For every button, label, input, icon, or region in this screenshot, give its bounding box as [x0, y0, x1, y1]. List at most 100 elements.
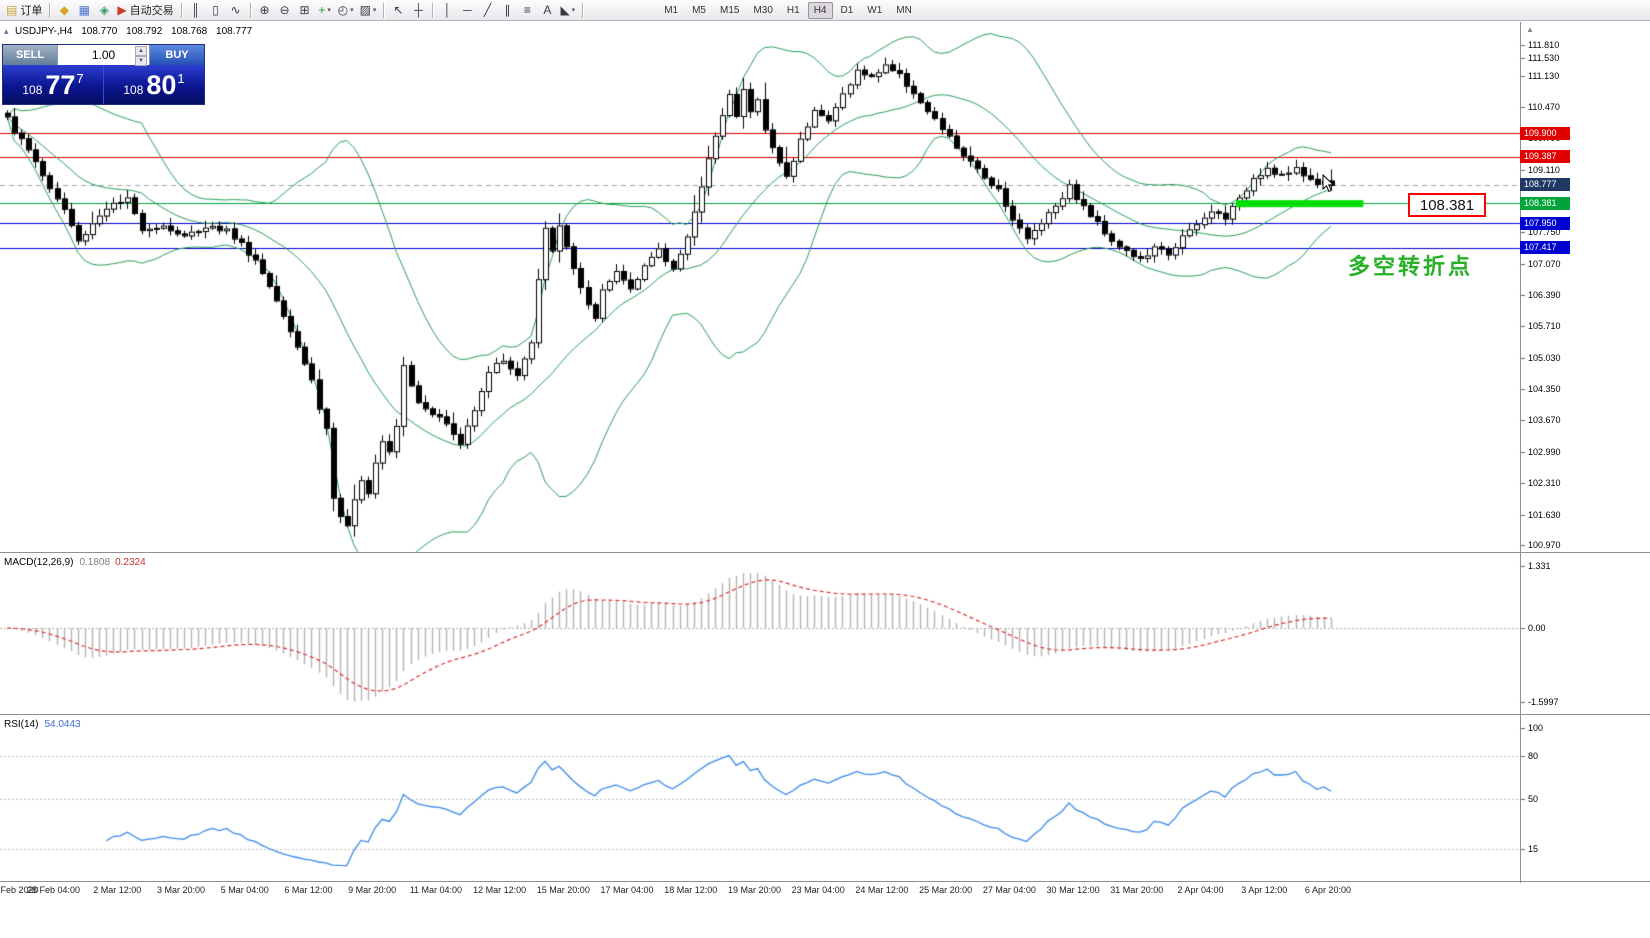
vertical-line-button[interactable]: │	[437, 1, 457, 19]
rsi-axis-tick: 80	[1528, 751, 1539, 762]
indicators-button[interactable]: + ▾	[315, 1, 335, 19]
caret-down-icon: ▾	[372, 7, 377, 14]
chart-bars-button[interactable]: ║	[186, 1, 206, 19]
rsi-value: 54.0443	[44, 719, 81, 730]
templates-button[interactable]: ▨ ▾	[357, 1, 380, 19]
timeframe-h4-button[interactable]: H4	[807, 1, 833, 19]
turning-point-annotation: 多空转折点	[1348, 254, 1474, 279]
time-axis-label: 15 Mar 20:00	[536, 885, 590, 895]
macd-axis-tick: -1.5997	[1528, 697, 1559, 708]
caret-down-icon: ▾	[571, 7, 576, 14]
volume-down-button[interactable]: ▼	[135, 56, 147, 66]
channel-button[interactable]: ∥	[497, 1, 517, 19]
navigator-icon: ◈	[99, 3, 109, 17]
channel-icon: ∥	[504, 3, 511, 17]
time-axis-label: 5 Mar 04:00	[220, 885, 269, 895]
sell-button[interactable]: SELL	[3, 45, 57, 65]
toolbar-separator	[383, 2, 385, 18]
price-tick: 100.970	[1528, 539, 1561, 550]
timeframe-m1-button[interactable]: M1	[664, 4, 679, 16]
timeframe-m15-button[interactable]: M15	[720, 4, 740, 16]
macd-panel-splitter[interactable]	[0, 552, 1650, 554]
time-axis-label: 24 Mar 12:00	[855, 885, 909, 895]
buy-price-figure: 108	[123, 82, 144, 97]
sell-price[interactable]: 108 77 7	[3, 65, 104, 104]
autotrade-icon: ▶	[117, 3, 127, 17]
time-axis-label: 30 Mar 12:00	[1046, 885, 1100, 895]
price-tick: 111.810	[1528, 40, 1560, 50]
zoom-out-button[interactable]: ⊖	[275, 1, 295, 19]
rsi-panel-splitter[interactable]	[0, 714, 1650, 716]
zoom-in-button[interactable]: ⊕	[255, 1, 275, 19]
timeframe-m30-button[interactable]: M30	[753, 4, 773, 16]
market-watch-button[interactable]: ◆	[54, 1, 74, 19]
fibonacci-button[interactable]: ≡	[517, 1, 537, 19]
new-order-button-label: 订单	[20, 5, 43, 17]
crosshair-icon: ┼	[414, 3, 423, 17]
timeframe-w1-button[interactable]: W1	[867, 4, 883, 16]
chart-line-button[interactable]: ∿	[226, 1, 246, 19]
volume-input[interactable]	[68, 48, 139, 62]
rsi-axis-tick: 100	[1528, 723, 1544, 733]
price-tick: 111.130	[1528, 71, 1560, 82]
buy-price[interactable]: 108 80 1	[104, 65, 204, 104]
symbol-timeframe-label: USDJPY-,H4	[15, 26, 73, 37]
cursor-button[interactable]: ↖	[388, 1, 408, 19]
time-axis-label: 3 Mar 20:00	[156, 885, 206, 895]
timeframe-m5-button[interactable]: M5	[692, 4, 706, 16]
horizontal-line-button[interactable]: ─	[457, 1, 477, 19]
periods-button[interactable]: ◴ ▾	[335, 1, 357, 19]
trade-panel-collapse-button[interactable]: ▴	[4, 26, 9, 36]
buy-button[interactable]: BUY	[150, 45, 204, 65]
zoom-in-icon: ⊕	[259, 3, 270, 17]
new-order-icon: ▤	[6, 3, 18, 17]
buy-price-point: 1	[177, 71, 185, 86]
toolbar-separator	[582, 2, 584, 18]
timeframe-d1-button[interactable]: D1	[840, 4, 854, 16]
sell-price-pips: 77	[45, 69, 76, 100]
time-axis-label: 3 Apr 12:00	[1241, 885, 1288, 895]
chart-candles-button[interactable]: ▯	[206, 1, 226, 19]
price-level-badge: 107.417	[1520, 241, 1570, 255]
fibonacci-icon: ≡	[523, 3, 531, 17]
macd-name: MACD(12,26,9)	[4, 557, 74, 568]
rsi-axis-tick: 50	[1528, 794, 1539, 804]
price-level-badge: 108.381	[1520, 196, 1570, 210]
navigator-button[interactable]: ◈	[94, 1, 114, 19]
sell-price-point: 7	[76, 71, 84, 86]
timeframe-h1-button[interactable]: H1	[786, 4, 800, 16]
low-value: 108.768	[171, 26, 208, 37]
templates-icon: ▨	[359, 3, 371, 17]
market-watch-icon: ◆	[59, 3, 69, 17]
price-tick: 103.670	[1528, 415, 1561, 426]
caret-down-icon: ▾	[350, 7, 354, 14]
volume-field: ▲ ▼	[57, 45, 150, 66]
price-axis-border	[1520, 22, 1521, 883]
trendline-button[interactable]: ╱	[477, 1, 497, 19]
zoom-out-icon: ⊖	[279, 3, 290, 17]
price-tick: 101.630	[1528, 509, 1561, 520]
price-tick: 111.530	[1528, 52, 1560, 63]
crosshair-button[interactable]: ┼	[408, 1, 428, 19]
autotrade-button-label: 自动交易	[129, 5, 174, 17]
macd-axis-tick: 0.00	[1528, 623, 1546, 633]
arrows-button[interactable]: ◣ ▾	[557, 1, 578, 19]
caret-down-icon: ▾	[327, 7, 331, 14]
data-window-button[interactable]: ▦	[74, 1, 94, 19]
new-order-button[interactable]: ▤ 订单	[3, 1, 45, 19]
data-window-icon: ▦	[78, 3, 91, 17]
autotrade-button[interactable]: ▶ 自动交易	[114, 1, 176, 19]
time-axis-label: 11 Mar 04:00	[409, 885, 463, 895]
tile-windows-button[interactable]: ⊞	[295, 1, 315, 19]
volume-up-button[interactable]: ▲	[135, 46, 147, 56]
tile-windows-icon: ⊞	[299, 3, 310, 17]
high-value: 108.792	[126, 26, 163, 37]
timeframe-mn-button[interactable]: MN	[896, 4, 912, 16]
price-tick: 105.710	[1528, 321, 1561, 332]
time-axis-label: 9 Mar 20:00	[348, 885, 397, 895]
time-axis-label: 12 Mar 12:00	[473, 885, 527, 895]
cursor-icon: ↖	[393, 3, 404, 17]
text-button[interactable]: A	[537, 1, 557, 19]
macd-main-value: 0.1808	[79, 557, 111, 568]
